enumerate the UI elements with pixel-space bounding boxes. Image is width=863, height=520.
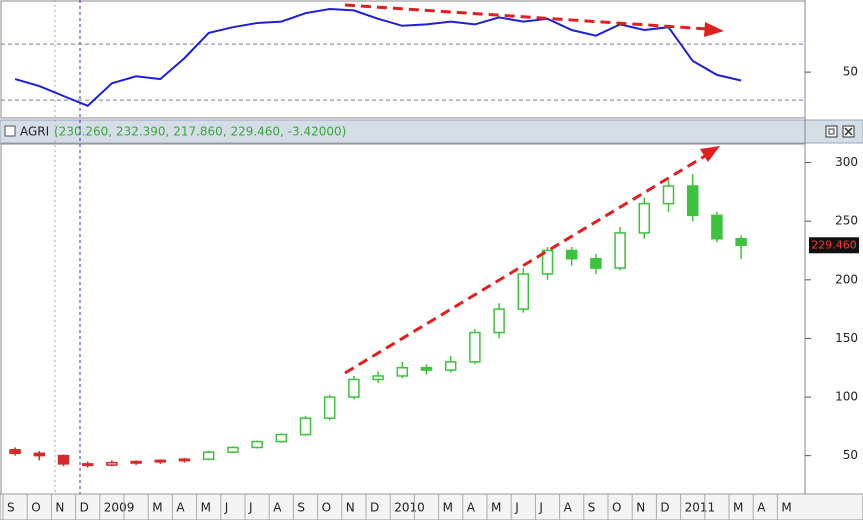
close-icon <box>844 127 853 136</box>
y-tick-label: 250 <box>835 214 858 228</box>
x-tick-label: N <box>636 501 645 515</box>
panel-header <box>0 119 863 144</box>
x-tick-label: A <box>467 501 476 515</box>
maximize-button[interactable] <box>825 125 838 138</box>
candle-body <box>323 396 336 419</box>
x-tick-label: D <box>80 501 89 515</box>
x-tick-label: M <box>733 501 743 515</box>
x-tick-label: A <box>564 501 573 515</box>
candle-body <box>396 366 409 377</box>
x-tick-label: O <box>31 501 40 515</box>
x-tick-label: S <box>588 501 596 515</box>
candle-body <box>9 449 21 455</box>
x-tick-label: J <box>538 501 543 515</box>
candle-body <box>299 417 312 436</box>
candle-body <box>372 375 384 381</box>
y-tick-label: 150 <box>835 331 858 345</box>
candle-body <box>614 232 626 269</box>
candle-body <box>81 463 94 467</box>
x-tick-label: A <box>757 501 766 515</box>
candle-body <box>154 459 167 463</box>
x-tick-label: S <box>7 501 15 515</box>
x-tick-label: D <box>660 501 669 515</box>
x-tick-label: O <box>322 501 331 515</box>
candle-body <box>130 460 142 464</box>
candle-body <box>444 361 457 371</box>
x-tick-label: M <box>201 501 211 515</box>
y-tick-label: 200 <box>835 272 858 286</box>
panel-title: AGRI <box>20 125 49 139</box>
x-tick-label: N <box>346 501 355 515</box>
candle-body <box>469 331 481 363</box>
x-tick-label: J <box>224 501 229 515</box>
last-value-label: 229.460 <box>811 238 857 251</box>
x-tick-label: 2010 <box>394 501 425 515</box>
candle-body <box>202 451 215 460</box>
candle-body <box>57 454 70 465</box>
arrow-head <box>704 22 724 37</box>
y-tick-label: 100 <box>835 390 858 404</box>
x-tick-label: A <box>273 501 282 515</box>
x-tick-label: 2011 <box>685 501 716 515</box>
x-tick-label: N <box>55 501 64 515</box>
x-tick-label: M <box>152 501 162 515</box>
candle-body <box>517 273 530 310</box>
x-tick-label: J <box>248 501 253 515</box>
candle-body <box>686 185 699 217</box>
candle-body <box>420 366 433 371</box>
x-tick-label: A <box>176 501 185 515</box>
x-tick-label: M <box>443 501 453 515</box>
candle-body <box>735 238 747 247</box>
candle-body <box>565 249 578 260</box>
x-tick-label: O <box>612 501 621 515</box>
candle-body <box>251 440 263 449</box>
candle-body <box>638 202 651 234</box>
candle-body <box>275 433 288 443</box>
last-value-box <box>809 237 859 254</box>
x-tick-label: S <box>297 501 305 515</box>
candle-body <box>662 185 675 205</box>
candle-body <box>227 446 239 453</box>
arrow-head <box>700 146 720 162</box>
maximize-icon <box>828 128 835 135</box>
y-tick-label: 50 <box>843 448 858 462</box>
candle-body <box>348 378 360 398</box>
candle-body <box>711 214 723 240</box>
x-axis-strip <box>0 493 863 520</box>
candle-body <box>541 249 554 275</box>
trend-arrow <box>344 154 706 375</box>
x-tick-label: M <box>491 501 501 515</box>
x-tick-label: M <box>781 501 791 515</box>
panel-values: (230.260, 232.390, 217.860, 229.460, -3.… <box>54 125 346 139</box>
x-tick-label: J <box>514 501 519 515</box>
candle-body <box>106 461 118 466</box>
candle-body <box>493 308 505 334</box>
y-tick-label: 300 <box>835 155 858 169</box>
x-tick-label: D <box>370 501 379 515</box>
candle-body <box>178 458 191 462</box>
x-tick-label: 2009 <box>104 501 135 515</box>
y-tick-label: 50 <box>843 65 858 79</box>
trend-arrows <box>344 3 724 375</box>
candle-body <box>33 452 46 457</box>
trend-arrow <box>344 3 709 31</box>
panel-icon <box>4 125 16 137</box>
candle-body <box>590 257 602 269</box>
